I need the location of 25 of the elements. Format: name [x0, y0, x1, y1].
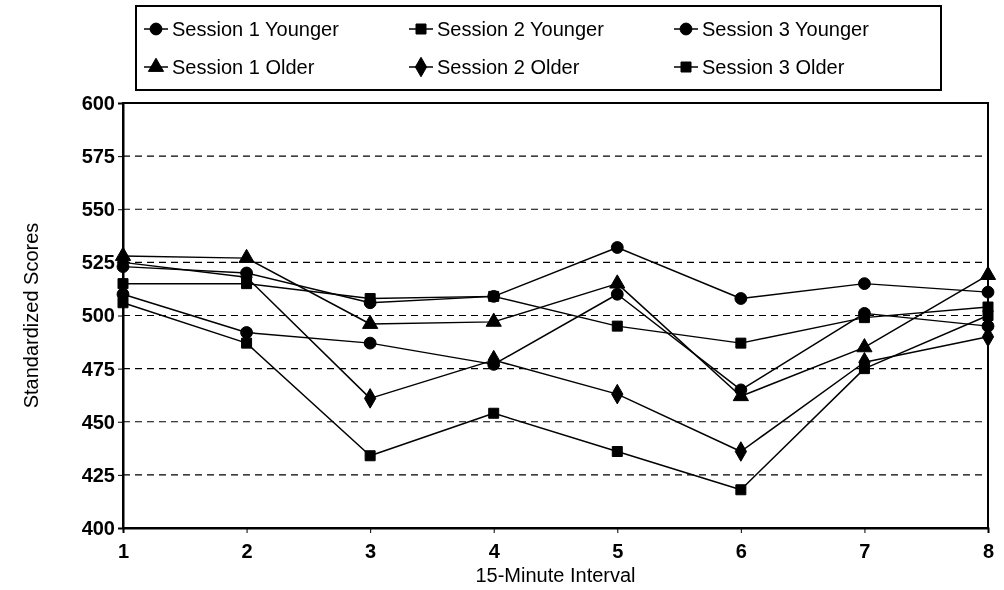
x-tick-label: 5 [612, 540, 624, 562]
x-tick-label: 1 [117, 540, 130, 562]
y-tick-label: 425 [81, 463, 115, 486]
y-tick-label: 500 [81, 304, 115, 327]
x-tick-label: 7 [859, 540, 871, 562]
legend-label: Session 1 Older [172, 56, 315, 78]
y-tick-label: 450 [81, 410, 115, 433]
y-tick-label: 550 [81, 198, 115, 221]
x-tick-label: 8 [982, 540, 995, 562]
y-axis-title: Standardized Scores [20, 222, 42, 409]
x-tick-label: 3 [365, 540, 377, 562]
legend-label: Session 3 Older [702, 56, 845, 78]
x-tick-label: 6 [735, 540, 747, 562]
y-tick-label: 475 [81, 357, 115, 380]
y-tick-label: 400 [81, 516, 115, 539]
legend-label: Session 2 Younger [437, 18, 605, 40]
y-tick-label: 525 [81, 251, 115, 274]
legend-label: Session 1 Younger [172, 18, 340, 40]
legend-label: Session 3 Younger [702, 18, 870, 40]
x-axis-title: 15-Minute Interval [475, 564, 636, 586]
y-tick-label: 575 [81, 145, 115, 168]
y-tick-label: 600 [81, 91, 115, 114]
legend-label: Session 2 Older [437, 56, 580, 78]
x-tick-label: 4 [488, 540, 501, 562]
x-tick-label: 2 [241, 540, 253, 562]
